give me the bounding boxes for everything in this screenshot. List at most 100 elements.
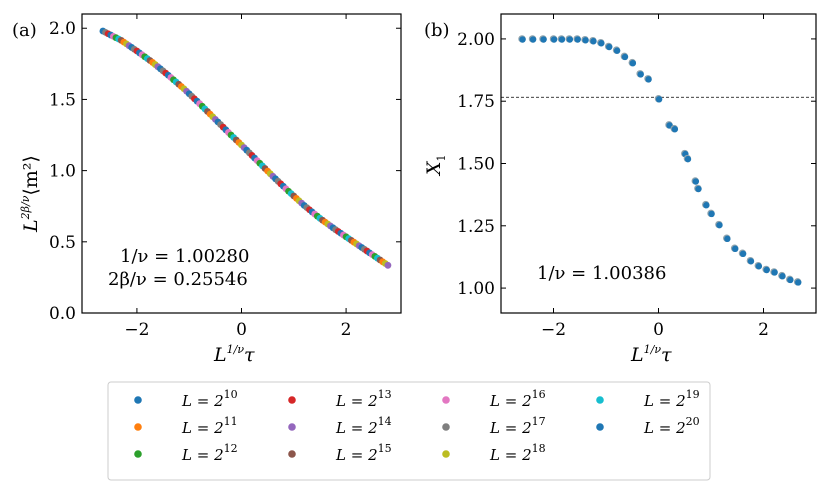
legend-label: L = 214 <box>335 415 392 437</box>
legend-label-exp: 17 <box>532 415 546 428</box>
panel-a-ylabel-tail: ⟨m²⟩ <box>20 155 42 195</box>
panel-a-ylabel-base: L <box>20 219 42 233</box>
legend-label-base: L = 2 <box>335 446 378 464</box>
y-tick-label: 1.5 <box>49 90 76 110</box>
panel-b-ylabel-base: X <box>423 160 445 177</box>
legend-label: L = 215 <box>335 442 392 464</box>
data-point <box>671 126 679 133</box>
legend-marker <box>288 450 296 458</box>
legend-label: L = 213 <box>335 388 392 410</box>
y-tick-label: 1.75 <box>457 92 495 112</box>
data-point <box>629 59 637 67</box>
panel-a-ylabel-sup: 2β/ν <box>19 195 32 220</box>
legend-marker <box>442 423 450 431</box>
panel-a-annotation-beta: 2β/ν = 0.25546 <box>108 269 248 290</box>
panel-a-xlabel: L1/ντ <box>213 343 255 366</box>
legend-label: L = 212 <box>181 442 238 464</box>
legend-label-exp: 13 <box>378 388 392 401</box>
x-tick-label: −2 <box>541 320 566 340</box>
data-point <box>582 37 589 44</box>
data-point <box>703 202 710 209</box>
panel-b-points <box>518 35 802 286</box>
data-point <box>574 36 581 43</box>
data-point <box>787 276 794 284</box>
data-point <box>519 36 526 43</box>
panel-a-xlabel-base: L <box>213 344 227 366</box>
panel-a-xlabel-sup: 1/ν <box>227 343 245 356</box>
data-point <box>747 258 755 265</box>
legend-label-base: L = 2 <box>181 419 224 437</box>
data-point <box>566 36 574 43</box>
y-tick-label: 0.0 <box>49 304 76 324</box>
panel-b-annotation-nu: 1/ν = 1.00386 <box>537 263 666 284</box>
legend-label-base: L = 2 <box>335 392 378 410</box>
data-point <box>613 47 621 54</box>
legend-label: L = 218 <box>489 442 546 464</box>
data-point <box>550 36 558 43</box>
data-point <box>540 36 547 43</box>
panel-a-label: (a) <box>12 20 37 41</box>
data-point <box>637 71 644 78</box>
data-point <box>621 53 629 61</box>
legend-marker <box>134 450 142 458</box>
legend-label-exp: 12 <box>224 442 238 455</box>
y-tick-label: 0.5 <box>49 233 76 253</box>
legend-marker <box>134 423 142 431</box>
data-point <box>771 269 778 276</box>
panel-b-ticks: −2 0 2 1.00 1.25 1.50 1.75 2.00 <box>457 14 816 340</box>
panel-a-annotation-nu: 1/ν = 1.00280 <box>120 246 249 267</box>
data-point <box>755 263 763 270</box>
legend-label: L = 216 <box>489 388 546 410</box>
data-point <box>529 36 537 43</box>
data-point <box>645 76 652 83</box>
legend-label-base: L = 2 <box>489 446 532 464</box>
legend-frame <box>107 381 711 481</box>
data-point <box>684 155 692 163</box>
x-tick-label: 2 <box>341 320 352 340</box>
data-point <box>692 178 700 185</box>
panel-b-ylabel: X1 <box>423 154 448 177</box>
data-point <box>716 221 723 229</box>
y-tick-label: 2.0 <box>49 19 76 39</box>
legend-marker <box>442 450 450 458</box>
panel-a-ylabel: L2β/ν⟨m²⟩ <box>19 155 42 233</box>
legend-marker <box>134 396 142 404</box>
panel-b-xlabel-tail: τ <box>661 344 672 366</box>
legend-marker <box>442 396 450 404</box>
legend-marker <box>596 423 604 431</box>
legend-label-base: L = 2 <box>489 392 532 410</box>
legend-label-exp: 19 <box>686 388 700 401</box>
legend-label-exp: 15 <box>378 442 392 455</box>
legend-label-exp: 11 <box>224 415 238 428</box>
x-tick-label: 0 <box>236 320 247 340</box>
y-tick-label: 1.50 <box>457 155 495 175</box>
x-tick-label: 2 <box>758 320 769 340</box>
panel-b: (b) −2 0 2 1.00 1.25 1.50 1.75 2.00 1/ν = 1.003… <box>423 13 817 366</box>
legend-label-exp: 16 <box>532 388 546 401</box>
legend-label-exp: 14 <box>378 415 392 428</box>
panel-a: (a) −2 0 2 0.0 0.5 1.0 1.5 2.0 1/ν = 1.00280 2β… <box>12 13 402 366</box>
panel-b-ylabel-sub: 1 <box>435 154 448 161</box>
panel-a-ticks: −2 0 2 0.0 0.5 1.0 1.5 2.0 <box>49 14 401 340</box>
data-point <box>795 279 802 286</box>
panel-b-label: (b) <box>424 20 450 41</box>
data-point <box>739 250 747 257</box>
data-point <box>779 273 786 280</box>
y-tick-label: 1.0 <box>49 162 76 182</box>
data-point <box>695 185 702 193</box>
legend-label: L = 219 <box>643 388 700 410</box>
legend-label: L = 220 <box>643 415 700 437</box>
legend-label-exp: 18 <box>532 442 546 455</box>
data-point <box>763 266 770 274</box>
y-tick-label: 1.25 <box>457 217 495 237</box>
panel-b-xlabel-sup: 1/ν <box>644 343 662 356</box>
legend-label-base: L = 2 <box>181 446 224 464</box>
legend-label-base: L = 2 <box>643 419 686 437</box>
data-point <box>598 40 605 47</box>
data-point <box>708 210 715 218</box>
panel-b-xlabel-base: L <box>630 344 644 366</box>
data-point <box>655 96 663 103</box>
